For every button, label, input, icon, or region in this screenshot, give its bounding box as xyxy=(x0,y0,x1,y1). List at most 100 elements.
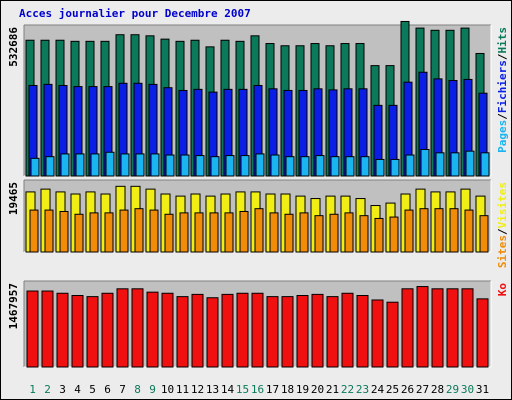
legend-item-pages: Pages xyxy=(496,120,509,153)
bar-sites-day-22 xyxy=(344,212,354,253)
bar-sites-day-1 xyxy=(29,209,39,253)
bar-sites-day-27 xyxy=(419,208,429,253)
bar-ko-day-8 xyxy=(131,288,144,368)
legend-item-hits: Hits xyxy=(496,27,509,54)
bar-sites-day-5 xyxy=(89,212,99,253)
bar-pages-day-24 xyxy=(375,158,385,177)
bar-pages-day-4 xyxy=(75,153,85,177)
legend-item-ko: Ko xyxy=(496,283,509,297)
bar-ko-day-16 xyxy=(251,292,264,368)
legend-volume: Ko xyxy=(496,283,509,297)
bar-pages-day-7 xyxy=(120,153,130,177)
bar-sites-day-17 xyxy=(269,212,279,253)
x-tick-label-day-14: 14 xyxy=(221,383,235,396)
bar-pages-day-3 xyxy=(60,153,70,177)
bar-pages-day-1 xyxy=(30,157,40,177)
bar-sites-day-6 xyxy=(104,212,114,253)
x-tick-label-day-30: 30 xyxy=(461,383,474,396)
bar-sites-day-20 xyxy=(314,215,324,253)
bar-ko-day-29 xyxy=(446,288,459,368)
bar-ko-day-7 xyxy=(116,288,129,368)
x-tick-label-day-8: 8 xyxy=(134,383,141,396)
bar-ko-day-14 xyxy=(221,293,234,368)
bar-sites-day-8 xyxy=(134,208,144,253)
x-tick-label-day-9: 9 xyxy=(149,383,156,396)
bar-pages-day-10 xyxy=(165,154,175,177)
bar-pages-day-15 xyxy=(240,155,250,177)
x-tick-label-day-6: 6 xyxy=(104,383,111,396)
scale-label-traffic: 532686 xyxy=(7,27,20,67)
bar-sites-day-21 xyxy=(329,213,339,253)
bar-ko-day-12 xyxy=(191,293,204,368)
legend-separator: / xyxy=(496,113,509,120)
x-tick-label-day-29: 29 xyxy=(446,383,459,396)
bar-sites-day-13 xyxy=(209,212,219,253)
bar-ko-day-18 xyxy=(281,296,294,368)
bar-pages-day-16 xyxy=(255,153,265,177)
bar-pages-day-8 xyxy=(135,153,145,177)
bar-pages-day-26 xyxy=(405,154,415,177)
x-tick-label-day-15: 15 xyxy=(236,383,249,396)
x-tick-label-day-5: 5 xyxy=(89,383,96,396)
x-tick-label-day-27: 27 xyxy=(416,383,429,396)
x-tick-label-day-28: 28 xyxy=(431,383,444,396)
bar-sites-day-10 xyxy=(164,213,174,253)
x-tick-label-day-18: 18 xyxy=(281,383,294,396)
x-tick-label-day-17: 17 xyxy=(266,383,279,396)
bar-sites-day-7 xyxy=(119,209,129,253)
bar-sites-day-4 xyxy=(74,213,84,253)
bar-ko-day-28 xyxy=(431,288,444,368)
bar-ko-day-2 xyxy=(41,290,54,368)
x-tick-label-day-3: 3 xyxy=(59,383,66,396)
bar-sites-day-30 xyxy=(464,209,474,253)
x-tick-label-day-12: 12 xyxy=(191,383,204,396)
x-tick-label-day-13: 13 xyxy=(206,383,219,396)
bar-pages-day-13 xyxy=(210,156,220,177)
bar-ko-day-1 xyxy=(26,290,39,368)
bar-sites-day-3 xyxy=(59,210,69,253)
x-tick-label-day-31: 31 xyxy=(476,383,489,396)
x-tick-label-day-25: 25 xyxy=(386,383,399,396)
bar-sites-day-15 xyxy=(239,210,249,253)
bar-ko-day-26 xyxy=(401,288,414,368)
bar-pages-day-11 xyxy=(180,154,190,177)
bar-pages-day-27 xyxy=(420,149,430,177)
bar-ko-day-23 xyxy=(356,294,369,368)
legend-item-sites: Sites xyxy=(496,235,509,268)
bar-ko-day-31 xyxy=(476,298,489,368)
x-tick-label-day-20: 20 xyxy=(311,383,324,396)
legend-item-fichiers: Fichiers xyxy=(496,60,509,113)
bar-pages-day-5 xyxy=(90,153,100,177)
bar-ko-day-4 xyxy=(71,294,84,368)
bar-ko-day-24 xyxy=(371,299,384,368)
bar-sites-day-12 xyxy=(194,212,204,253)
bar-sites-day-11 xyxy=(179,212,189,253)
bar-ko-day-30 xyxy=(461,288,474,368)
bar-sites-day-31 xyxy=(479,215,489,253)
bar-ko-day-10 xyxy=(161,292,174,368)
bar-ko-day-9 xyxy=(146,291,159,368)
bar-pages-day-30 xyxy=(465,150,475,177)
bar-ko-day-6 xyxy=(101,292,114,368)
bar-pages-day-31 xyxy=(480,152,490,177)
panel-visits: 19465 Sites/Visites xyxy=(7,179,509,268)
bar-sites-day-2 xyxy=(44,209,54,253)
bar-ko-day-27 xyxy=(416,286,429,368)
bar-ko-day-3 xyxy=(56,292,69,368)
bar-sites-day-9 xyxy=(149,209,159,253)
x-tick-label-day-4: 4 xyxy=(74,383,81,396)
bar-sites-day-29 xyxy=(449,208,459,253)
bar-ko-day-20 xyxy=(311,293,324,368)
bar-pages-day-2 xyxy=(45,156,55,177)
x-tick-label-day-2: 2 xyxy=(44,383,51,396)
bar-pages-day-22 xyxy=(345,156,355,177)
x-tick-label-day-7: 7 xyxy=(119,383,126,396)
x-tick-label-day-1: 1 xyxy=(29,383,36,396)
chart-title: Acces journalier pour Decembre 2007 xyxy=(19,7,251,20)
bar-pages-day-25 xyxy=(390,158,400,177)
legend-visits: Sites/Visites xyxy=(496,182,509,268)
bar-sites-day-26 xyxy=(404,209,414,253)
bar-sites-day-14 xyxy=(224,212,234,253)
bar-ko-day-11 xyxy=(176,296,189,368)
